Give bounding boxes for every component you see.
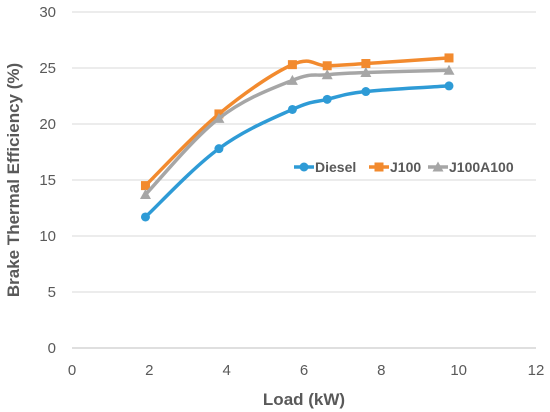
y-tick-label: 0 bbox=[48, 340, 56, 357]
data-point bbox=[140, 181, 150, 191]
y-tick-label: 5 bbox=[48, 284, 56, 301]
legend-marker bbox=[432, 161, 444, 172]
legend-marker bbox=[299, 162, 309, 172]
legend-label: J100 bbox=[390, 159, 421, 175]
series-line bbox=[144, 56, 450, 187]
data-point bbox=[213, 112, 225, 123]
legend-label: Diesel bbox=[315, 159, 356, 175]
x-tick-label: 12 bbox=[528, 362, 545, 379]
data-point bbox=[287, 60, 297, 70]
series-line bbox=[144, 68, 450, 196]
data-point bbox=[322, 94, 332, 104]
legend-item: Diesel bbox=[294, 159, 356, 175]
legend-item: J100A100 bbox=[428, 159, 514, 175]
data-point bbox=[214, 144, 224, 154]
x-tick-label: 8 bbox=[377, 362, 385, 379]
series-j100a100 bbox=[139, 64, 455, 200]
data-point bbox=[361, 59, 371, 69]
x-tick-label: 6 bbox=[300, 362, 308, 379]
data-point bbox=[444, 81, 454, 91]
data-point bbox=[322, 61, 332, 71]
x-tick-label: 10 bbox=[450, 362, 467, 379]
x-tick-label: 4 bbox=[222, 362, 230, 379]
data-point bbox=[286, 74, 298, 85]
data-point bbox=[444, 53, 454, 63]
y-tick-label: 20 bbox=[39, 116, 56, 133]
data-point bbox=[139, 189, 151, 200]
series-line bbox=[144, 84, 450, 219]
data-point bbox=[360, 66, 372, 77]
series-group bbox=[139, 53, 455, 222]
data-point bbox=[443, 64, 455, 75]
x-tick-label: 2 bbox=[145, 362, 153, 379]
axes: 0 5 10 15 20 25 30 0 2 4 6 8 10 12 bbox=[39, 4, 544, 379]
x-axis-title: Load (kW) bbox=[263, 390, 345, 409]
data-point bbox=[140, 212, 150, 222]
gridlines bbox=[72, 11, 536, 293]
data-point bbox=[361, 87, 371, 97]
legend-item: J100 bbox=[369, 159, 421, 175]
data-point bbox=[321, 69, 333, 80]
legend-label: J100A100 bbox=[449, 159, 514, 175]
y-tick-label: 25 bbox=[39, 60, 56, 77]
series-diesel bbox=[140, 81, 454, 222]
y-tick-label: 15 bbox=[39, 172, 56, 189]
x-tick-label: 0 bbox=[68, 362, 76, 379]
y-tick-label: 30 bbox=[39, 4, 56, 21]
y-tick-label: 10 bbox=[39, 228, 56, 245]
legend-marker bbox=[374, 162, 384, 172]
y-axis-title: Brake Thermal Efficiency (%) bbox=[4, 63, 23, 297]
data-point bbox=[287, 104, 297, 114]
legend: Diesel J100 J100A100 bbox=[294, 159, 514, 175]
